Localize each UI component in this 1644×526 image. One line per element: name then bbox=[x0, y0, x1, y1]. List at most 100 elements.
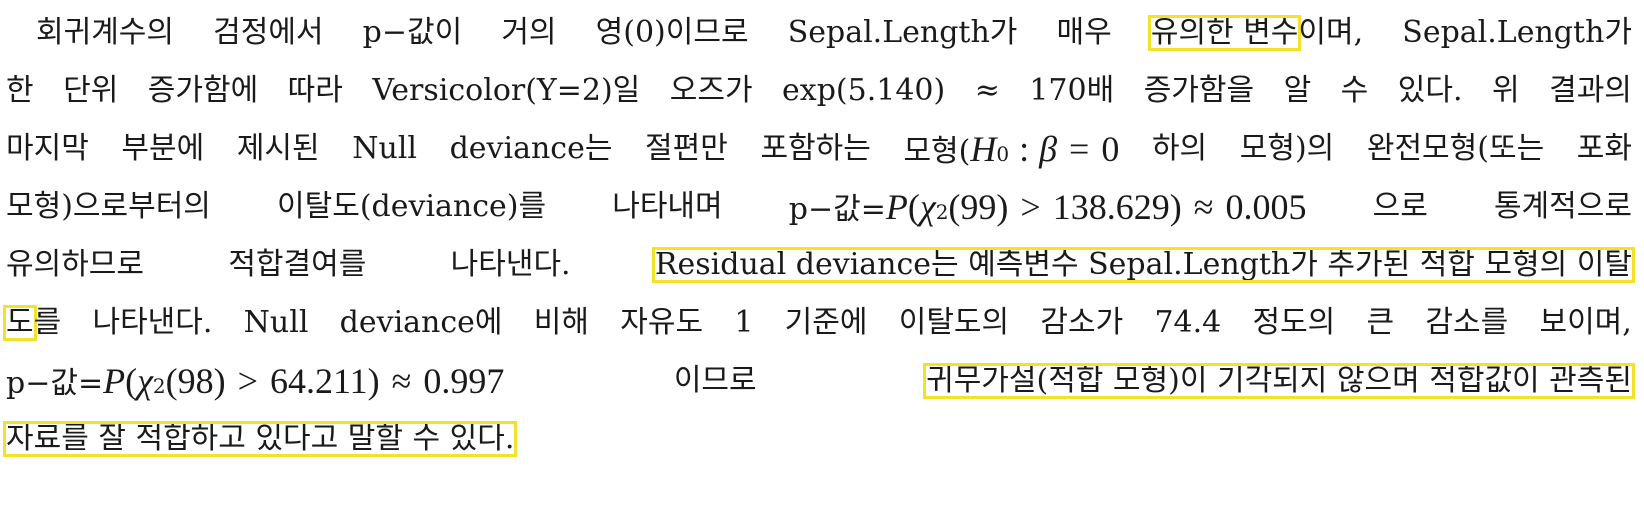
word: 제시된 bbox=[236, 131, 320, 166]
word: 부분에 bbox=[121, 131, 205, 166]
word: 통계적으로 bbox=[1493, 189, 1632, 224]
math-greater: > bbox=[1020, 187, 1041, 227]
word: 한 bbox=[6, 73, 34, 108]
word: 포화 bbox=[1576, 131, 1632, 166]
math-df: (99) bbox=[948, 187, 1009, 227]
word: 이탈도의 bbox=[898, 305, 1010, 340]
math-symbol-chi: χ bbox=[919, 187, 936, 227]
word: Null bbox=[243, 305, 309, 340]
math-subscript: 0 bbox=[996, 142, 1010, 166]
word: 결과의 bbox=[1549, 73, 1632, 108]
word: 감소를 bbox=[1425, 305, 1509, 340]
word: 증가함에 bbox=[147, 73, 259, 108]
word: 보이며, bbox=[1539, 305, 1632, 340]
word: 있다. bbox=[1397, 73, 1463, 108]
word: p−값이 bbox=[362, 15, 463, 50]
word: 적합결여를 bbox=[228, 247, 367, 282]
word: Sepal.Length가 bbox=[1402, 15, 1632, 50]
word: 따라 bbox=[287, 73, 343, 108]
word: p−값= bbox=[788, 192, 886, 227]
text-line-5: 유의하므로 적합결여를 나타낸다. Residual deviance는 예측변… bbox=[0, 236, 1644, 294]
math-statistic: 138.629) bbox=[1052, 187, 1182, 227]
word: 를 bbox=[33, 305, 62, 340]
word: 검정에서 bbox=[213, 15, 324, 50]
text-line-2: 한 단위 증가함에 따라 Versicolor(Y=2)일 오즈가 exp(5.… bbox=[0, 62, 1644, 120]
word: p−값= bbox=[6, 366, 104, 401]
word: 위 bbox=[1492, 73, 1520, 108]
word: 매우 bbox=[1056, 15, 1112, 50]
word: 완전모형(또는 bbox=[1366, 131, 1545, 166]
word: 정도의 bbox=[1252, 305, 1336, 340]
word: 모형)으로부터의 bbox=[6, 189, 211, 224]
highlighted-phrase: Residual deviance는 예측변수 Sepal.Length가 추가… bbox=[651, 247, 1635, 283]
math-greater: > bbox=[237, 361, 258, 401]
math-statistic: 64.211) bbox=[269, 361, 380, 401]
math-approx: ≈ bbox=[391, 361, 412, 401]
word: 나타낸다. bbox=[92, 305, 213, 340]
word: 1 bbox=[734, 305, 754, 340]
word: 나타낸다. bbox=[450, 247, 571, 282]
approx-symbol: ≈ bbox=[974, 73, 1000, 108]
word: 단위 bbox=[63, 73, 119, 108]
math-paren: ( bbox=[125, 361, 138, 401]
word: 큰 bbox=[1366, 305, 1395, 340]
text-line-7: p−값= P ( χ 2 (98) > 64.211) ≈ 0.997 이므로 … bbox=[0, 352, 1644, 410]
word: 알 bbox=[1283, 73, 1312, 108]
math-approx: ≈ bbox=[1193, 187, 1214, 227]
word: 기준에 bbox=[784, 305, 868, 340]
highlighted-phrase: 도 bbox=[3, 305, 37, 341]
math-pvalue-expr: p−값= P ( χ 2 (98) > 64.211) ≈ 0.997 bbox=[6, 363, 504, 399]
word: Null bbox=[352, 131, 417, 166]
word: 하의 bbox=[1151, 131, 1208, 166]
word: 유의하므로 bbox=[6, 247, 144, 282]
word: 74.4 bbox=[1154, 305, 1222, 340]
word: 170배 bbox=[1029, 73, 1115, 108]
math-superscript: 2 bbox=[152, 374, 166, 398]
word: 포함하는 bbox=[760, 131, 871, 166]
text-line-3: 마지막 부분에 제시된 Null deviance는 절편만 포함하는 모형( … bbox=[0, 120, 1644, 178]
math-equals: = bbox=[1069, 129, 1090, 169]
text-line-1: 회귀계수의 검정에서 p−값이 거의 영(0)이므로 Sepal.Length가… bbox=[0, 4, 1644, 62]
word: 자유도 bbox=[620, 305, 704, 340]
word: 모형)의 bbox=[1239, 131, 1335, 166]
word: 수 bbox=[1340, 73, 1369, 108]
word: deviance에 bbox=[339, 305, 503, 340]
word: 마지막 bbox=[6, 131, 89, 166]
word: deviance는 bbox=[449, 131, 613, 166]
word: 비해 bbox=[533, 305, 589, 340]
word-group: 유의한 변수 이며, bbox=[1147, 15, 1363, 51]
word: Versicolor(Y=2)일 bbox=[372, 73, 641, 108]
math-superscript: 2 bbox=[935, 200, 949, 224]
word: 영(0)이므로 bbox=[595, 15, 749, 50]
math-df: (98) bbox=[165, 361, 226, 401]
math-symbol-chi: χ bbox=[137, 361, 153, 401]
math-symbol-h: H bbox=[970, 129, 997, 169]
highlighted-phrase: 자료를 잘 적합하고 있다고 말할 수 있다. bbox=[2, 421, 518, 457]
math-symbol-p: P bbox=[103, 361, 126, 401]
text-line-4: 모형)으로부터의 이탈도(deviance)를 나타내며 p−값= P ( χ … bbox=[0, 178, 1644, 236]
math-pvalue-expr: p−값= P ( χ 2 (99) > 138.629) ≈ 0.005 bbox=[789, 189, 1307, 225]
math-colon: : bbox=[1019, 129, 1030, 169]
word: 으로 bbox=[1372, 189, 1428, 224]
word: 이탈도(deviance)를 bbox=[277, 189, 547, 224]
math-symbol-p: P bbox=[885, 187, 908, 227]
math-hypothesis: 모형( H 0 : β = 0 bbox=[903, 131, 1119, 167]
text-line-8: 자료를 잘 적합하고 있다고 말할 수 있다. bbox=[0, 410, 1644, 468]
math-symbol-beta: β bbox=[1039, 129, 1058, 169]
math-zero: 0 bbox=[1101, 129, 1120, 169]
word: exp(5.140) bbox=[782, 73, 946, 108]
word: 거의 bbox=[501, 15, 557, 50]
word: 절편만 bbox=[645, 131, 728, 166]
word: 감소가 bbox=[1040, 305, 1124, 340]
math-pvalue: 0.005 bbox=[1225, 187, 1307, 227]
word: Sepal.Length가 bbox=[787, 15, 1018, 50]
word: 이므로 bbox=[673, 363, 757, 398]
math-pvalue: 0.997 bbox=[423, 361, 505, 401]
word: 모형( bbox=[903, 134, 971, 169]
word: 나타내며 bbox=[612, 189, 723, 224]
word: 회귀계수의 bbox=[36, 15, 174, 50]
math-paren: ( bbox=[907, 187, 920, 227]
